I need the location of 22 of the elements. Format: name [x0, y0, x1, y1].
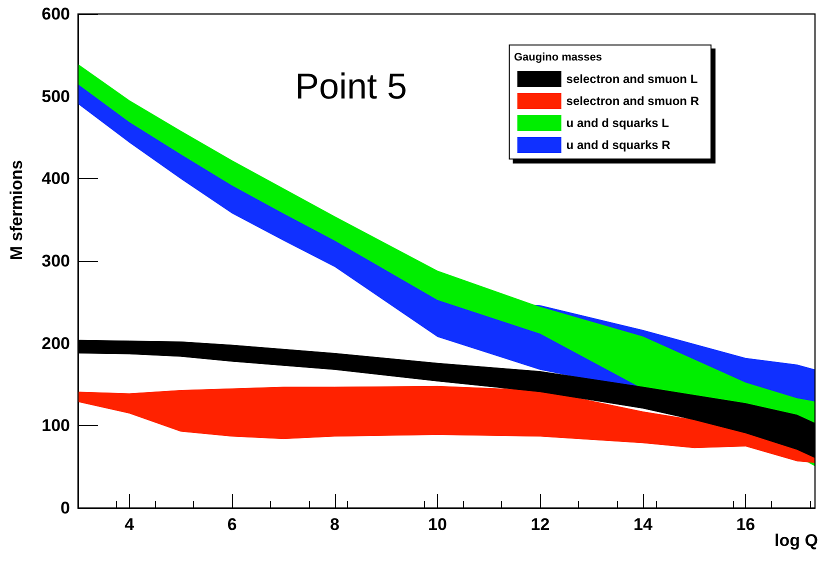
y-tick-label: 0 — [60, 498, 70, 518]
x-tick-label: 4 — [124, 515, 135, 534]
legend-title: Gaugino masses — [514, 52, 602, 64]
legend-label: u and d squarks R — [566, 138, 671, 152]
y-tick-label: 200 — [42, 334, 70, 353]
y-tick-label: 400 — [42, 169, 70, 188]
y-tick-label: 500 — [42, 86, 70, 106]
x-tick-label: 16 — [736, 515, 756, 534]
x-axis-title: log Q — [774, 531, 818, 550]
y-tick-label: 600 — [42, 4, 70, 24]
y-tick-label: 100 — [42, 416, 70, 436]
x-tick-label: 12 — [530, 515, 550, 534]
x-tick-label: 6 — [227, 515, 237, 534]
legend-label: selectron and smuon R — [566, 94, 700, 108]
legend-label: u and d squarks L — [566, 116, 669, 130]
annotation: Point 5 — [295, 66, 408, 106]
legend-label: selectron and smuon L — [566, 72, 698, 86]
x-tick-label: 14 — [633, 515, 653, 534]
x-tick-label: 8 — [330, 515, 340, 534]
y-axis-title: M sfermions — [7, 160, 26, 260]
x-tick-label: 10 — [428, 515, 447, 534]
y-tick-label: 300 — [42, 252, 70, 270]
